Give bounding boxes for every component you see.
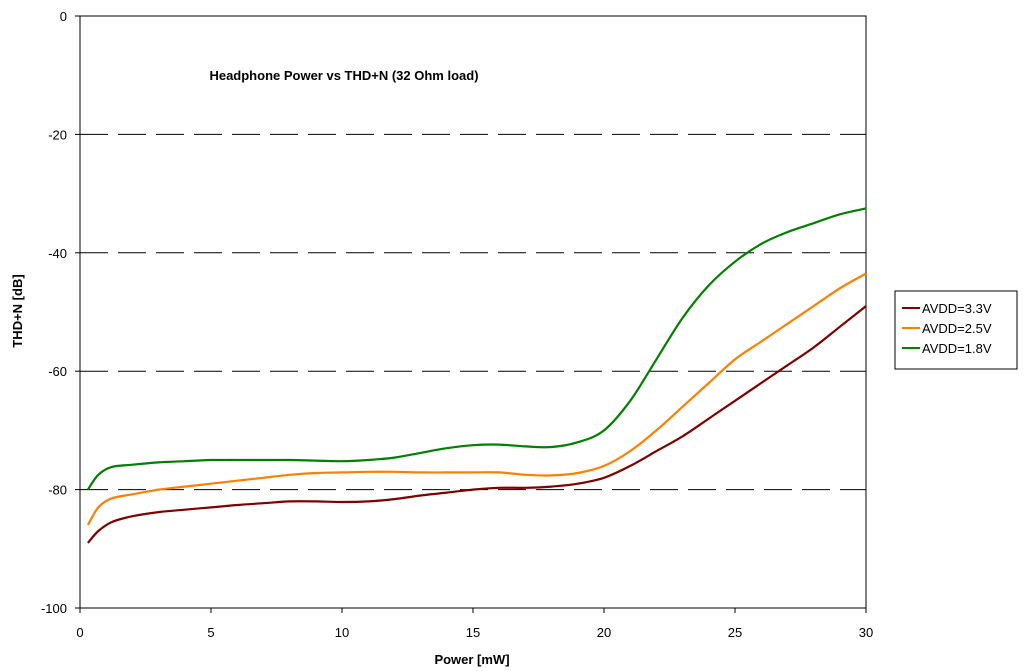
y-tick-label: -80 — [48, 483, 67, 498]
x-tick-label: 0 — [76, 625, 83, 640]
x-tick-label: 30 — [859, 625, 873, 640]
x-tick-label: 20 — [597, 625, 611, 640]
y-tick-label: -60 — [48, 364, 67, 379]
series-lines — [86, 207, 867, 544]
series-line-avdd-2-5v — [86, 272, 867, 526]
x-tick-label: 15 — [466, 625, 480, 640]
legend-box — [894, 290, 1018, 370]
series-line-avdd-3-3v — [87, 305, 867, 544]
y-tick-label: 0 — [60, 9, 67, 24]
y-axis-title: THD+N [dB] — [10, 274, 25, 347]
x-tick-labels: 0 5 10 15 20 25 30 — [76, 625, 873, 640]
x-axis-title: Power [mW] — [434, 652, 509, 667]
plot-area-frame — [79, 15, 867, 609]
chart-title: Headphone Power vs THD+N (32 Ohm load) — [209, 68, 478, 83]
x-tick-label: 5 — [207, 625, 214, 640]
series-line-avdd-1-8v — [86, 207, 867, 491]
legend-label-avdd-2-5v: AVDD=2.5V — [922, 321, 992, 336]
axis-ticks — [75, 15, 867, 613]
legend-label-avdd-3-3v: AVDD=3.3V — [922, 301, 992, 316]
y-tick-label: -40 — [48, 246, 67, 261]
x-tick-label: 25 — [728, 625, 742, 640]
y-tick-labels: 0 -20 -40 -60 -80 -100 — [41, 9, 67, 616]
grid-lines — [80, 133, 866, 491]
x-tick-label: 10 — [335, 625, 349, 640]
legend: AVDD=3.3V AVDD=2.5V AVDD=1.8V — [894, 290, 1018, 370]
y-tick-label: -20 — [48, 127, 67, 142]
legend-label-avdd-1-8v: AVDD=1.8V — [922, 341, 992, 356]
y-tick-label: -100 — [41, 601, 67, 616]
